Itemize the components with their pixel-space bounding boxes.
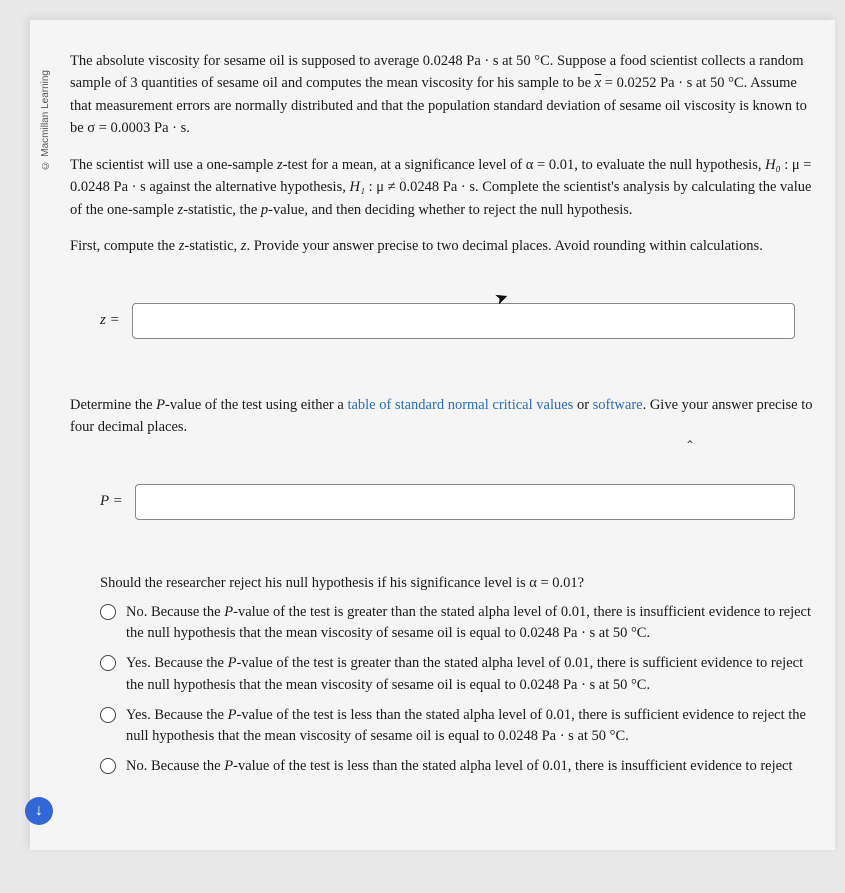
software-link[interactable]: software (593, 397, 643, 413)
paragraph-2: The scientist will use a one-sample z-te… (70, 154, 815, 221)
p-cap-italic: P (156, 397, 165, 413)
down-arrow-icon: ↓ (35, 802, 43, 820)
z-equals-label: z = (100, 312, 120, 329)
text: -value of the test is less than the stat… (233, 758, 792, 774)
radio-icon[interactable] (100, 655, 116, 671)
p-value-input[interactable] (135, 484, 795, 520)
copyright-label: © Macmillan Learning (40, 70, 51, 171)
caret-icon: ⌃ (685, 438, 695, 453)
text: -statistic, (184, 238, 240, 254)
option-4[interactable]: No. Because the P-value of the test is l… (100, 756, 815, 778)
text: or (573, 397, 592, 413)
text: Yes. Because the (126, 655, 228, 671)
option-2-text: Yes. Because the P-value of the test is … (126, 653, 815, 697)
option-4-text: No. Because the P-value of the test is l… (126, 756, 793, 778)
option-1[interactable]: No. Because the P-value of the test is g… (100, 602, 815, 646)
option-1-text: No. Because the P-value of the test is g… (126, 602, 815, 646)
radio-icon[interactable] (100, 707, 116, 723)
h0-symbol: H₀ (765, 157, 781, 173)
text: -value, and then deciding whether to rej… (268, 202, 632, 218)
z-input-row: z = (100, 303, 815, 339)
option-3[interactable]: Yes. Because the P-value of the test is … (100, 705, 815, 749)
options-group: No. Because the P-value of the test is g… (100, 602, 815, 778)
radio-icon[interactable] (100, 758, 116, 774)
radio-icon[interactable] (100, 604, 116, 620)
paragraph-3: First, compute the z-statistic, z. Provi… (70, 235, 815, 257)
paragraph-1: The absolute viscosity for sesame oil is… (70, 50, 815, 140)
page-container: © Macmillan Learning The absolute viscos… (30, 20, 835, 850)
paragraph-4: Determine the P-value of the test using … (70, 394, 815, 439)
p-input-row: P = (100, 484, 815, 520)
text: First, compute the (70, 238, 179, 254)
text: Yes. Because the (126, 707, 228, 723)
text: No. Because the (126, 758, 224, 774)
option-2[interactable]: Yes. Because the P-value of the test is … (100, 653, 815, 697)
text: The scientist will use a one-sample (70, 157, 277, 173)
option-3-text: Yes. Because the P-value of the test is … (126, 705, 815, 749)
decision-question: Should the researcher reject his null hy… (100, 575, 815, 592)
text: -statistic, the (183, 202, 261, 218)
p-equals-label: P = (100, 493, 123, 510)
critical-values-link[interactable]: table of standard normal critical values (347, 397, 573, 413)
text: . Provide your answer precise to two dec… (246, 238, 762, 254)
text: No. Because the (126, 604, 224, 620)
text: -value of the test using either a (165, 397, 347, 413)
h1-symbol: H₁ (349, 179, 365, 195)
text: Determine the (70, 397, 156, 413)
z-statistic-input[interactable] (132, 303, 795, 339)
scroll-down-button[interactable]: ↓ (25, 797, 53, 825)
text: -test for a mean, at a significance leve… (283, 157, 765, 173)
p-cap-italic: P (224, 604, 233, 620)
p-cap-italic: P (224, 758, 233, 774)
